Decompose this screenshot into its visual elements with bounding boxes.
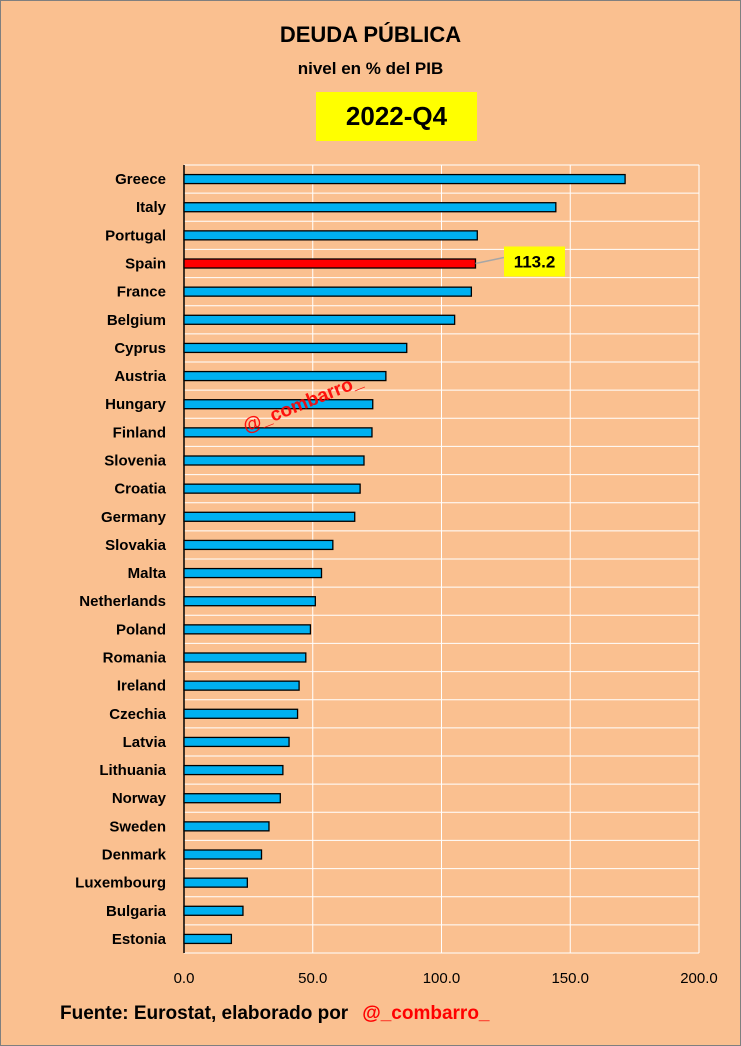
gridlines <box>183 164 700 954</box>
category-label: Sweden <box>109 818 166 835</box>
x-tick-label: 50.0 <box>298 970 327 987</box>
bar-croatia <box>183 483 361 494</box>
period-badge: 2022-Q4 <box>316 92 477 141</box>
bar-cyprus <box>183 342 408 354</box>
category-labels: Greece Italy Portugal Spain France Belgium Cyp… <box>75 171 167 948</box>
bar-denmark <box>183 849 263 860</box>
category-label: Greece <box>115 171 166 188</box>
bar-hungary <box>183 399 374 410</box>
bar-italy <box>183 202 557 213</box>
category-label: Slovenia <box>104 453 166 470</box>
bar-austria <box>183 370 387 382</box>
category-label: Cyprus <box>114 340 166 357</box>
category-label: Norway <box>112 790 167 807</box>
bar-belgium <box>183 314 456 325</box>
category-label: Hungary <box>105 396 167 413</box>
bar-slovakia <box>183 539 334 551</box>
chart-subtitle: nivel en % del PIB <box>297 59 444 78</box>
category-label: Netherlands <box>79 593 166 610</box>
x-tick-label: 0.0 <box>174 970 195 987</box>
category-label: Estonia <box>112 931 167 948</box>
bar-ireland <box>183 680 300 691</box>
x-tick-label: 150.0 <box>551 970 589 987</box>
bar-spain <box>183 258 477 269</box>
category-label: Luxembourg <box>75 875 166 892</box>
category-label: Romania <box>103 650 167 667</box>
bar-latvia <box>183 736 290 748</box>
category-label: Croatia <box>114 481 166 498</box>
category-label: Malta <box>128 565 167 582</box>
bar-norway <box>183 793 281 804</box>
data-label-box <box>504 246 565 277</box>
bar-portugal <box>183 230 478 241</box>
category-label: Denmark <box>102 847 167 864</box>
bar-estonia <box>183 933 233 945</box>
category-label: Italy <box>136 199 167 216</box>
bar-greece <box>183 173 626 185</box>
bar-malta <box>183 567 323 579</box>
category-label: Ireland <box>117 678 166 695</box>
category-label: Spain <box>125 256 166 273</box>
bar-luxembourg <box>183 877 248 888</box>
bars <box>183 173 626 945</box>
category-label: Belgium <box>107 312 166 329</box>
category-label: Finland <box>113 424 166 441</box>
x-tick-label: 100.0 <box>423 970 461 987</box>
author-handle: @_combarro_ <box>362 1003 490 1024</box>
category-label: Germany <box>101 509 167 526</box>
bar-czechia <box>183 708 299 719</box>
data-labels: 113.2 <box>475 246 565 277</box>
x-tick-labels: 0.0 50.0 100.0 150.0 200.0 <box>174 970 718 987</box>
category-label: Poland <box>116 621 166 638</box>
category-label: Czechia <box>109 706 166 723</box>
bar-netherlands <box>183 596 316 607</box>
category-label: France <box>117 284 166 301</box>
category-label: Latvia <box>123 734 167 751</box>
data-label: 113.2 <box>514 253 556 272</box>
bar-sweden <box>183 821 270 832</box>
bar-lithuania <box>183 764 284 776</box>
category-label: Portugal <box>105 227 166 244</box>
bar-france <box>183 286 473 297</box>
bar-bulgaria <box>183 905 244 916</box>
bar-germany <box>183 511 356 522</box>
source-note: Fuente: Eurostat, elaborado por @_combarr… <box>60 1003 490 1025</box>
category-label: Austria <box>114 368 166 385</box>
bar-poland <box>183 624 312 635</box>
source-text: Fuente: Eurostat, elaborado por <box>60 1003 349 1024</box>
bar-slovenia <box>183 455 365 466</box>
category-label: Slovakia <box>105 537 167 554</box>
bar-finland <box>183 427 373 438</box>
x-tick-label: 200.0 <box>680 970 718 987</box>
chart-title: DEUDA PÚBLICA <box>279 22 462 47</box>
category-label: Lithuania <box>99 762 166 779</box>
bar-romania <box>183 652 307 663</box>
category-label: Bulgaria <box>106 903 167 920</box>
data-label-leader <box>475 256 505 265</box>
